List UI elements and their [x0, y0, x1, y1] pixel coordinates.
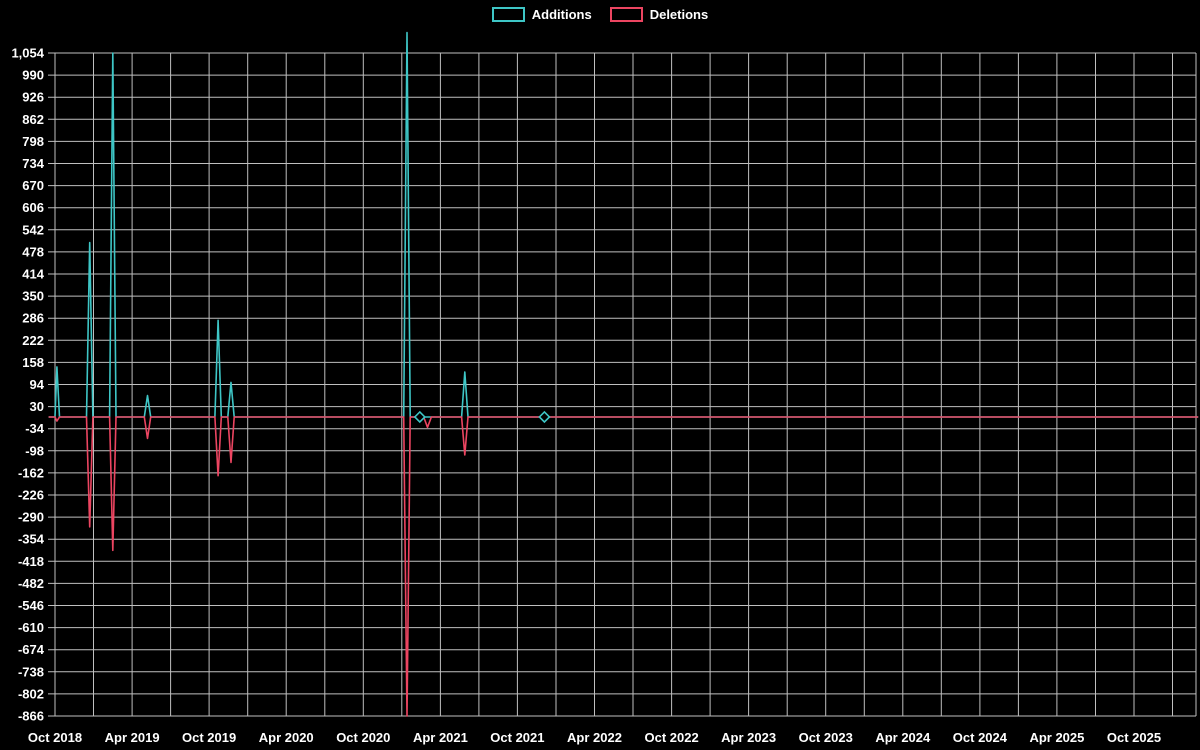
x-tick-label: Oct 2024: [953, 730, 1008, 745]
y-tick-label: -738: [18, 664, 44, 679]
y-tick-label: 350: [22, 289, 44, 304]
series-line-additions: [48, 31, 1199, 418]
x-tick-label: Oct 2021: [490, 730, 544, 745]
additions-swatch-icon: [491, 7, 525, 22]
x-tick-label: Oct 2023: [799, 730, 853, 745]
y-tick-label: 670: [22, 178, 44, 193]
y-tick-label: 926: [22, 90, 44, 105]
x-tick-label: Apr 2024: [875, 730, 931, 745]
y-tick-label: 606: [22, 200, 44, 215]
y-tick-label: -610: [18, 620, 44, 635]
y-tick-label: 94: [30, 377, 45, 392]
y-tick-label: -290: [18, 510, 44, 525]
x-tick-label: Apr 2025: [1029, 730, 1084, 745]
chart-legend: Additions Deletions: [0, 7, 1200, 22]
y-tick-label: -418: [18, 554, 44, 569]
y-tick-label: 222: [22, 333, 44, 348]
y-tick-label: -802: [18, 686, 44, 701]
x-tick-label: Apr 2021: [413, 730, 468, 745]
y-tick-label: -866: [18, 709, 44, 724]
deletions-legend-label: Deletions: [649, 7, 709, 22]
y-tick-label: -674: [18, 642, 45, 657]
x-tick-label: Apr 2020: [259, 730, 314, 745]
y-tick-label: 1,054: [11, 46, 44, 61]
series-line-deletions: [48, 416, 1199, 717]
y-tick-label: -482: [18, 576, 44, 591]
legend-item-deletions: Deletions: [609, 7, 709, 22]
y-tick-label: 990: [22, 68, 44, 83]
y-tick-label: -34: [25, 421, 45, 436]
point-marker-diamond-icon: [538, 410, 551, 424]
y-tick-label: -162: [18, 465, 44, 480]
point-marker-diamond-icon: [413, 410, 426, 424]
y-tick-label: -98: [25, 443, 44, 458]
y-tick-label: 798: [22, 134, 44, 149]
y-tick-label: -546: [18, 598, 44, 613]
y-tick-label: 542: [22, 222, 44, 237]
y-tick-label: 478: [22, 244, 44, 259]
y-tick-label: 158: [22, 355, 44, 370]
x-tick-label: Apr 2019: [105, 730, 160, 745]
y-tick-label: 414: [22, 267, 44, 282]
legend-item-additions: Additions: [491, 7, 592, 22]
x-tick-label: Oct 2019: [182, 730, 236, 745]
x-tick-label: Apr 2023: [721, 730, 776, 745]
x-tick-label: Oct 2022: [644, 730, 698, 745]
y-tick-label: 734: [22, 156, 44, 171]
y-tick-label: -354: [18, 532, 45, 547]
deletions-swatch-icon: [609, 7, 643, 22]
x-tick-label: Apr 2022: [567, 730, 622, 745]
x-tick-label: Oct 2025: [1107, 730, 1161, 745]
y-tick-label: 862: [22, 112, 44, 127]
y-tick-label: 286: [22, 311, 44, 326]
x-tick-label: Oct 2020: [336, 730, 390, 745]
additions-legend-label: Additions: [531, 7, 592, 22]
y-tick-label: -226: [18, 488, 44, 503]
y-tick-label: 30: [30, 399, 44, 414]
x-tick-label: Oct 2018: [28, 730, 82, 745]
